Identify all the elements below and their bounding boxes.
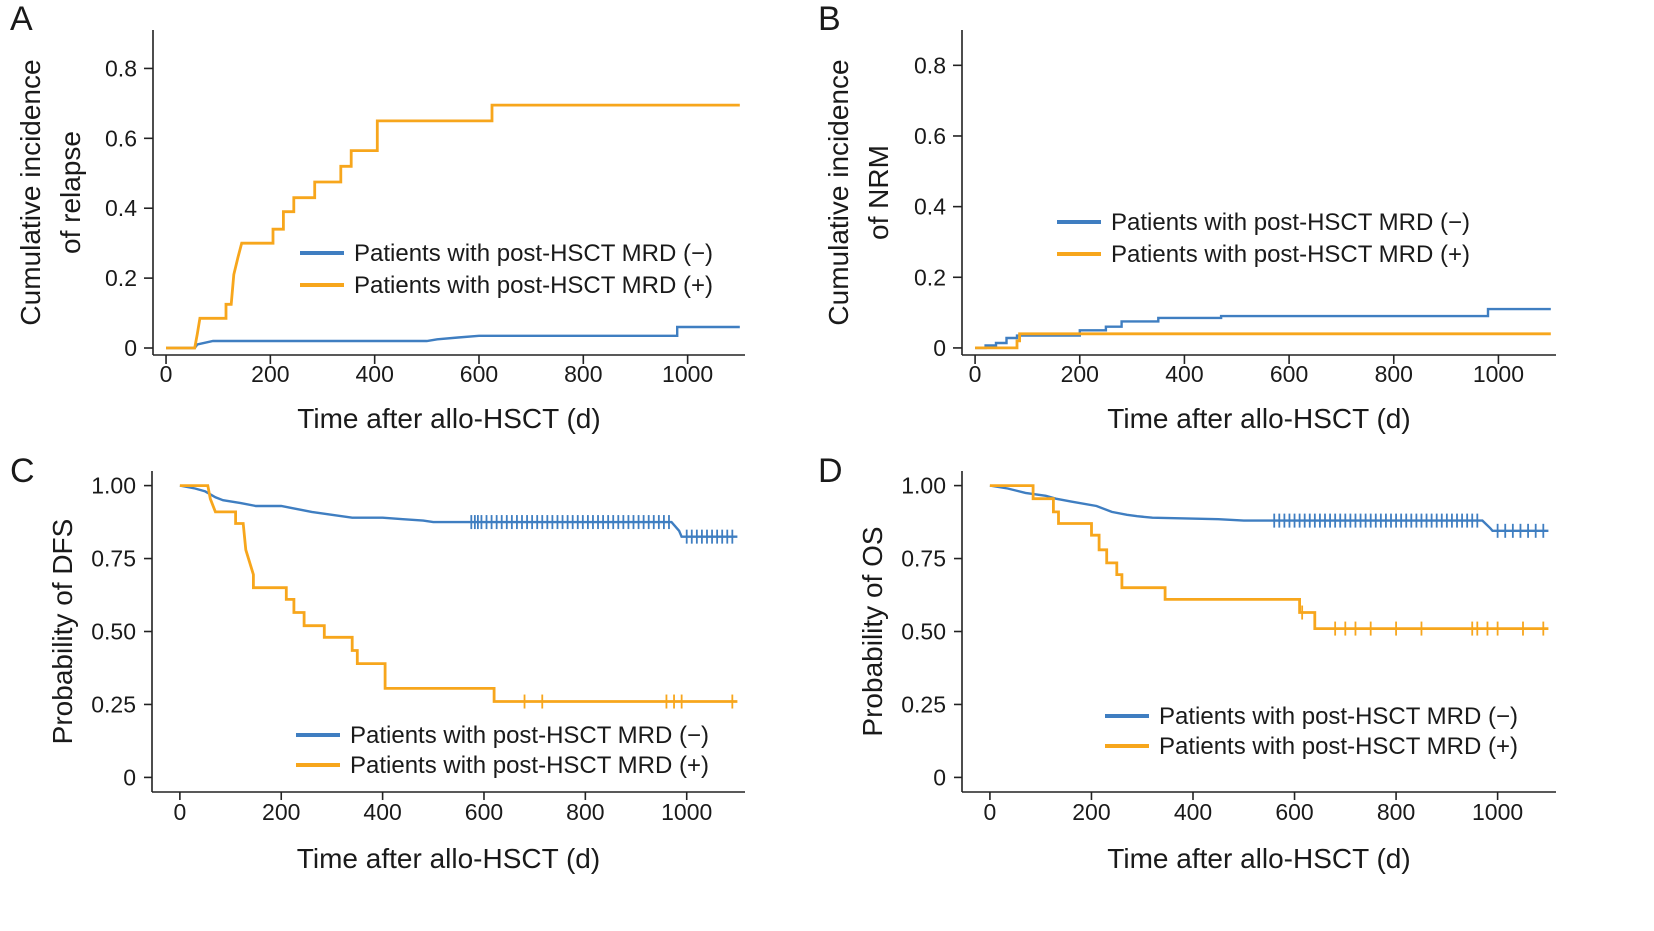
- y-axis-title: Cumulative incidence: [15, 59, 46, 325]
- y-tick-label: 1.00: [91, 473, 136, 499]
- x-tick-label: 1000: [662, 361, 713, 387]
- series-line-mrd-pos: [989, 484, 1549, 630]
- y-tick-label: 0: [933, 764, 946, 790]
- x-tick-label: 400: [1165, 361, 1203, 387]
- y-axis-title: Probability of OS: [857, 526, 888, 736]
- x-axis-title: Time after allo-HSCT (d): [1107, 403, 1410, 434]
- y-tick-label: 0.4: [914, 194, 946, 220]
- x-tick-label: 0: [984, 799, 997, 825]
- legend-label: Patients with post-HSCT MRD (+): [1159, 733, 1518, 760]
- panel-c: C 0 200 400 600 800 1000 0 0.25 0.50 0.75 1.00 Time …: [10, 452, 745, 874]
- y-tick-label: 0.2: [105, 265, 137, 291]
- x-axis-title: Time after allo-HSCT (d): [297, 403, 600, 434]
- y-axis-title: Probability of DFS: [47, 519, 78, 745]
- y-tick-label: 0.4: [105, 195, 137, 221]
- x-tick-label: 600: [460, 361, 498, 387]
- legend-label: Patients with post-HSCT MRD (−): [354, 240, 713, 267]
- legend-label: Patients with post-HSCT MRD (−): [1159, 703, 1518, 730]
- x-tick-label: 0: [969, 361, 982, 387]
- panel-b: B 0 200 400 600 800 1000 0 0.2 0.4 0.6 0.8 Time afte…: [818, 0, 1556, 434]
- legend-label: Patients with post-HSCT MRD (+): [350, 752, 709, 779]
- panel-d: D 0 200 400 600 800 1000 0 0.25 0.50 0.75 1.00 Time …: [818, 452, 1556, 874]
- y-tick-label: 0.8: [914, 52, 946, 78]
- series-line-mrd-pos: [179, 484, 738, 703]
- series-line-mrd-pos: [975, 332, 1551, 350]
- series-line-mrd-neg: [179, 484, 738, 538]
- legend-label: Patients with post-HSCT MRD (+): [354, 272, 713, 299]
- x-tick-label: 600: [1275, 799, 1313, 825]
- x-tick-label: 600: [1270, 361, 1308, 387]
- legend-label: Patients with post-HSCT MRD (−): [1111, 209, 1470, 236]
- series-line-mrd-neg: [166, 325, 740, 350]
- panel-a: A 0 200 400 600 800 1000 0 0.2 0.4 0.6 0.8 Time afte…: [10, 0, 745, 434]
- y-tick-label: 0: [933, 335, 946, 361]
- x-tick-label: 200: [1072, 799, 1110, 825]
- panel-letter: C: [10, 452, 35, 490]
- y-tick-label: 0.50: [91, 619, 136, 645]
- panel-letter: A: [10, 0, 33, 38]
- x-axis-title: Time after allo-HSCT (d): [297, 843, 600, 874]
- y-tick-label: 0.75: [901, 546, 946, 572]
- y-tick-label: 0.50: [901, 619, 946, 645]
- y-tick-label: 0.6: [914, 123, 946, 149]
- x-tick-label: 800: [564, 361, 602, 387]
- x-tick-label: 1000: [1472, 799, 1523, 825]
- x-tick-label: 0: [160, 361, 173, 387]
- y-tick-label: 0: [124, 335, 137, 361]
- legend-label: Patients with post-HSCT MRD (+): [1111, 241, 1470, 268]
- series-line-mrd-neg: [989, 484, 1549, 532]
- y-tick-label: 0.75: [91, 546, 136, 572]
- y-axis-title: of NRM: [863, 145, 894, 240]
- legend-label: Patients with post-HSCT MRD (−): [350, 722, 709, 749]
- x-tick-label: 400: [363, 799, 401, 825]
- x-tick-label: 800: [566, 799, 604, 825]
- x-tick-label: 400: [1174, 799, 1212, 825]
- x-tick-label: 200: [262, 799, 300, 825]
- x-tick-label: 0: [173, 799, 186, 825]
- x-axis-title: Time after allo-HSCT (d): [1107, 843, 1410, 874]
- series-line-mrd-neg: [975, 307, 1551, 350]
- x-tick-label: 800: [1375, 361, 1413, 387]
- y-axis-title: of relapse: [55, 131, 86, 254]
- y-tick-label: 0.25: [91, 691, 136, 717]
- series-line-mrd-pos: [166, 103, 740, 350]
- y-tick-label: 0.6: [105, 125, 137, 151]
- y-axis-title: Cumulative incidence: [823, 59, 854, 325]
- x-tick-label: 800: [1377, 799, 1415, 825]
- x-tick-label: 600: [465, 799, 503, 825]
- y-tick-label: 0: [123, 764, 136, 790]
- y-tick-label: 0.8: [105, 55, 137, 81]
- y-tick-label: 1.00: [901, 473, 946, 499]
- y-tick-label: 0.2: [914, 264, 946, 290]
- x-tick-label: 200: [251, 361, 289, 387]
- panel-letter: B: [818, 0, 841, 38]
- x-tick-label: 400: [355, 361, 393, 387]
- y-tick-label: 0.25: [901, 691, 946, 717]
- panel-letter: D: [818, 452, 843, 490]
- x-tick-label: 200: [1061, 361, 1099, 387]
- x-tick-label: 1000: [1473, 361, 1524, 387]
- x-tick-label: 1000: [661, 799, 712, 825]
